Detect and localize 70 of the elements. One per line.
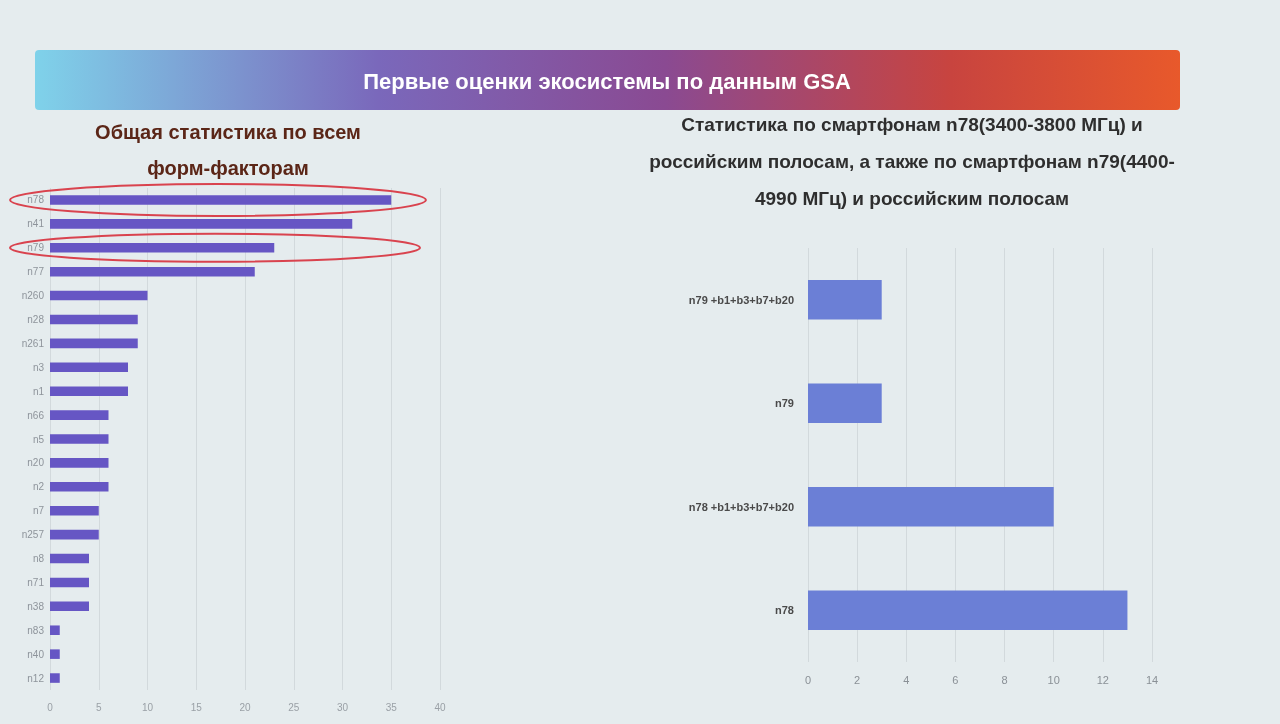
x-tick-label: 0 [804,673,812,686]
y-tick-label: n261 [21,337,45,349]
y-tick-label: n83 [27,624,45,636]
x-tick-label: 10 [1047,673,1060,686]
bar [808,590,1128,630]
y-tick-label: n79 [27,242,45,254]
bar [50,314,138,325]
y-tick-label: n40 [27,648,45,660]
bar [50,625,60,636]
bar [50,529,99,540]
x-tick-label: 20 [239,701,251,713]
y-tick-label: n260 [21,290,45,302]
y-tick-label: n79 [775,397,794,410]
y-tick-label: n1 [32,385,45,397]
bar [50,482,109,492]
chart-subtitle: Общая статистика по всем форм-факторам [95,121,361,179]
bar [50,577,89,588]
x-tick-label: 10 [141,701,154,713]
bar [808,383,882,423]
x-tick-label: 2 [854,673,861,686]
bar [50,458,109,468]
bar [50,386,128,396]
x-tick-label: 0 [47,701,54,713]
y-tick-label: n3 [32,361,45,373]
y-tick-label: n78 [775,604,794,617]
x-tick-label: 15 [190,701,203,713]
bar [808,487,1054,527]
bar [50,242,275,253]
bar [50,649,60,659]
y-tick-label: n78 [27,194,45,206]
bar [50,362,128,373]
bar [50,553,89,564]
bar [50,410,109,420]
bar [50,505,99,516]
y-tick-label: n5 [32,433,45,445]
y-tick-label: n66 [27,409,45,421]
bar [808,280,882,320]
x-tick-label: 5 [95,701,102,713]
chart-title: Статистика по смартфонам n78(3400-3800 МГц) и российским полосам, а также по смартфонам n79(4400-4990 МГц) и российским полосам [649,114,1175,209]
y-tick-label: n2 [32,481,45,493]
y-tick-label: n71 [27,576,45,588]
y-tick-label: n20 [27,457,45,469]
y-tick-label: n38 [27,600,45,612]
bar [50,290,148,301]
y-tick-label: n257 [21,529,45,541]
y-tick-label: n79 +b1+b3+b7+b20 [688,293,794,306]
x-tick-label: 12 [1096,673,1109,686]
y-tick-label: n12 [27,672,45,684]
y-tick-label: n77 [27,266,45,278]
bar [50,673,60,683]
bar [50,434,109,444]
bar [50,266,255,277]
y-tick-label: n78 +b1+b3+b7+b20 [688,500,794,513]
text: Первые оценки экосистемы по данным GSA [363,68,851,94]
x-tick-label: 4 [903,673,910,686]
bar [50,195,392,205]
bar [50,219,353,229]
bar [50,338,138,349]
x-tick-label: 25 [288,701,300,713]
y-tick-label: n7 [32,505,45,517]
x-tick-label: 8 [1001,673,1008,686]
x-tick-label: 35 [385,701,398,713]
x-tick-label: 6 [952,673,959,686]
x-tick-label: 40 [434,701,446,713]
y-tick-label: n41 [27,218,45,230]
y-tick-label: n28 [27,313,45,325]
x-tick-label: 30 [336,701,349,713]
y-tick-label: n8 [32,553,45,565]
x-tick-label: 14 [1145,673,1159,686]
bar [50,601,89,612]
